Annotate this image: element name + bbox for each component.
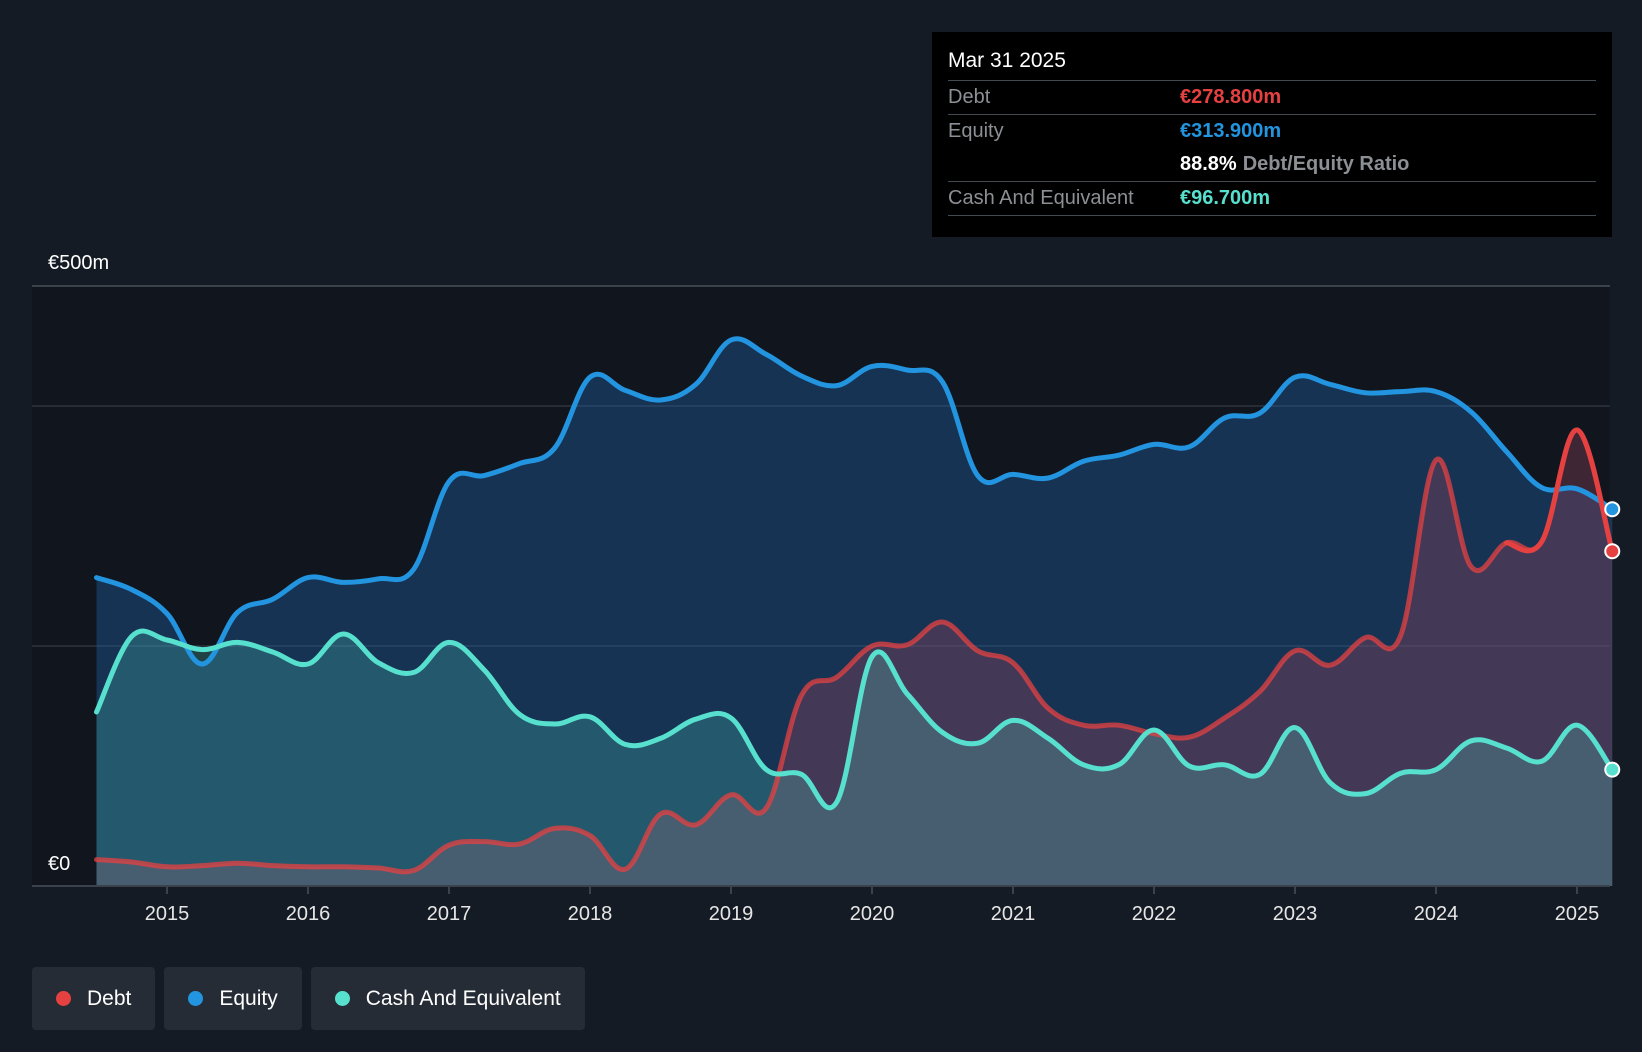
y-axis-label-0: €0 xyxy=(48,853,70,875)
series-areas xyxy=(96,338,1613,886)
gridlines xyxy=(32,285,1610,647)
tooltip-equity-value: €313.900m xyxy=(1180,120,1282,142)
legend: Debt Equity Cash And Equivalent xyxy=(32,967,585,1030)
tooltip-ratio-value: 88.8% xyxy=(1180,153,1237,175)
tooltip-ratio-label: Debt/Equity Ratio xyxy=(1242,153,1410,175)
tooltip-equity-label: Equity xyxy=(948,120,1004,142)
legend-dot-debt xyxy=(56,991,71,1006)
x-tick-label-2023: 2023 xyxy=(1273,903,1318,925)
x-tick-label-2024: 2024 xyxy=(1414,903,1459,925)
x-tick-label-2017: 2017 xyxy=(427,903,472,925)
series-endpoints xyxy=(1604,501,1621,778)
legend-dot-cash xyxy=(334,991,350,1006)
legend-item-cash[interactable]: Cash And Equivalent xyxy=(310,967,585,1030)
tooltip-row-ratio: 88.8% Debt/Equity Ratio xyxy=(948,148,1596,182)
cash-and-equivalent-line xyxy=(94,628,1615,811)
tooltip-row-debt: Debt €278.800m xyxy=(948,81,1596,115)
x-axis-ticks: 2015 2016 2017 2018 2019 2020 2021 2022 2023 2024… xyxy=(145,886,1600,925)
x-tick-label-2016: 2016 xyxy=(286,903,331,925)
x-tick-label-2021: 2021 xyxy=(991,903,1036,925)
x-tick-label-2025: 2025 xyxy=(1555,903,1600,925)
tooltip-debt-label: Debt xyxy=(948,86,991,108)
debt-area xyxy=(96,429,1613,886)
debt-line-highlight xyxy=(1504,427,1615,554)
legend-item-equity[interactable]: Equity xyxy=(164,967,302,1030)
tooltip-debt-value: €278.800m xyxy=(1180,86,1282,108)
debt-endpoint xyxy=(1604,543,1621,560)
tooltip-row-equity: Equity €313.900m xyxy=(948,115,1596,148)
x-tick-label-2018: 2018 xyxy=(568,903,613,925)
tooltip-row-cash: Cash And Equivalent €96.700m xyxy=(948,182,1596,216)
x-tick-label-2022: 2022 xyxy=(1132,903,1177,925)
tooltip-cash-value: €96.700m xyxy=(1180,187,1271,209)
tooltip-cash-label: Cash And Equivalent xyxy=(948,187,1134,209)
tooltip-date: Mar 31 2025 xyxy=(948,46,1596,81)
cash-and-equivalent-endpoint xyxy=(1604,761,1621,778)
legend-dot-equity xyxy=(188,991,204,1006)
legend-label-equity: Equity xyxy=(219,986,278,1010)
legend-label-cash: Cash And Equivalent xyxy=(365,986,561,1010)
legend-item-debt[interactable]: Debt xyxy=(32,967,156,1030)
y-axis-label-500: €500m xyxy=(48,252,109,274)
x-tick-label-2019: 2019 xyxy=(709,903,754,925)
y-axis-labels: €500m €0 xyxy=(48,252,109,875)
x-tick-label-2015: 2015 xyxy=(145,903,190,925)
x-tick-label-2020: 2020 xyxy=(850,903,895,925)
equity-line xyxy=(94,336,1615,667)
tooltip-panel: Mar 31 2025 Debt €278.800m Equity €313.9… xyxy=(932,32,1612,237)
debt-line xyxy=(94,427,1615,875)
equity-area xyxy=(96,338,1613,886)
cash-and-equivalent-area xyxy=(96,631,1613,886)
series-lines xyxy=(94,336,1615,875)
legend-label-debt: Debt xyxy=(87,986,132,1010)
equity-endpoint xyxy=(1604,501,1621,518)
